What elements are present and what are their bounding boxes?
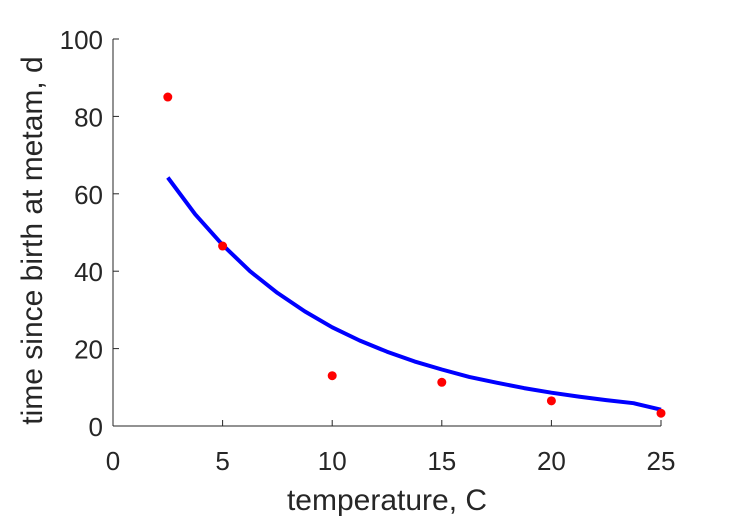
x-tick-label: 20 [537,446,566,476]
data-point [656,408,666,418]
y-ticks: 0 20 40 60 80 100 [60,25,103,442]
data-point [218,241,228,251]
y-tick-label: 100 [60,25,103,55]
data-point [546,396,556,406]
y-axis-label: time since birth at metam, d [16,56,49,424]
y-tick-label: 0 [89,412,103,442]
x-ticks: 0 5 10 15 20 25 [106,446,676,476]
plot-area [163,92,666,418]
x-tick-label: 0 [106,446,120,476]
axes [112,38,662,427]
x-tick-label: 10 [318,446,347,476]
y-tick-label: 60 [74,180,103,210]
x-axis-label: temperature, C [287,484,487,517]
data-point [163,92,173,102]
x-tick-label: 25 [647,446,676,476]
data-point [437,377,447,387]
y-tick-label: 80 [74,102,103,132]
y-tick-label: 40 [74,257,103,287]
data-point [327,371,337,381]
x-tick-label: 5 [215,446,229,476]
fit-curve [166,176,662,412]
y-tick-label: 20 [74,335,103,365]
x-tick-label: 15 [427,446,456,476]
